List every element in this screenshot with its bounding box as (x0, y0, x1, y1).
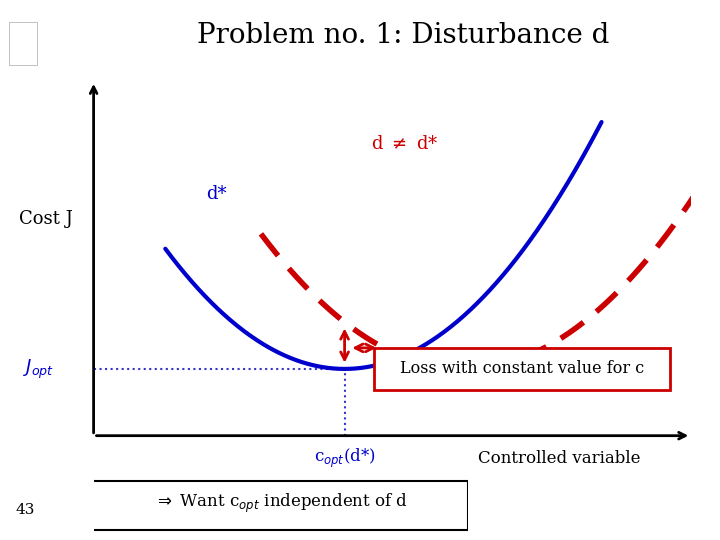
Bar (9, 22, 37, 65)
Text: c$_{opt}$(d*): c$_{opt}$(d*) (314, 447, 375, 470)
Text: 43: 43 (16, 503, 35, 517)
Text: U: U (18, 291, 29, 303)
Text: T: T (19, 172, 28, 185)
Text: $J_{opt}$: $J_{opt}$ (24, 357, 55, 381)
Text: N: N (18, 231, 29, 244)
Text: Cost J: Cost J (19, 210, 73, 228)
Text: d $\neq$ d*: d $\neq$ d* (371, 134, 438, 153)
Text: N: N (18, 112, 29, 125)
FancyBboxPatch shape (90, 481, 468, 530)
Text: Controlled variable: Controlled variable (479, 450, 641, 467)
Text: Loss with constant value for c: Loss with constant value for c (400, 360, 644, 377)
Text: $\Rightarrow$ Want c$_{opt}$ independent of d: $\Rightarrow$ Want c$_{opt}$ independent… (153, 492, 408, 515)
Bar (5, 16, 42, 70)
FancyBboxPatch shape (374, 348, 670, 390)
Text: Problem no. 1: Disturbance d: Problem no. 1: Disturbance d (197, 22, 609, 49)
Text: d*: d* (206, 185, 226, 202)
